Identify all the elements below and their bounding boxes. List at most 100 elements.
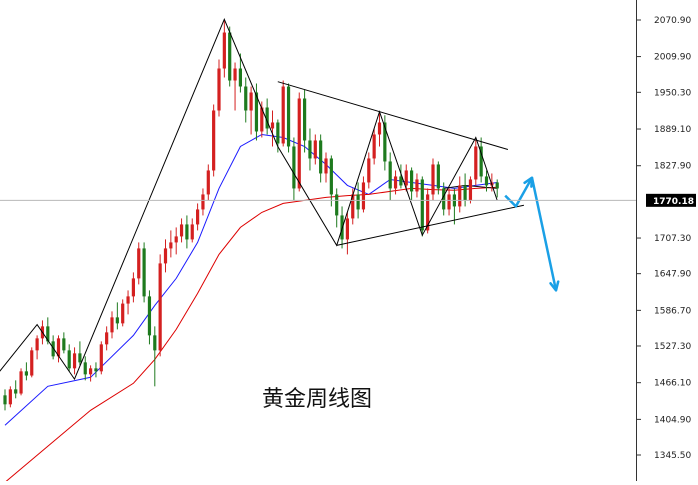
candle [222,20,226,78]
candle [329,155,333,207]
candle-body [78,353,82,363]
candle-body [345,218,349,240]
candle-body [393,176,398,189]
candle-body [297,98,301,189]
candle [463,173,467,207]
candle-body [201,194,205,210]
candle [24,362,28,381]
candle [286,83,291,153]
candle [212,104,216,177]
candle-body [30,350,34,376]
candle [83,356,87,381]
candle [201,188,205,216]
moving-average-line-2 [4,186,498,483]
candle-body [442,188,446,210]
candle-body [228,32,232,81]
forecast-arrow-2 [530,177,558,291]
candle-body [495,182,499,189]
candle-body [174,236,178,243]
candle-body [89,368,93,375]
candle [89,365,93,382]
candle-body [431,164,435,195]
candle [313,134,317,165]
moving-average-line-1 [4,133,498,426]
candle-body [479,146,483,177]
candle-body [212,110,216,171]
candle [254,83,259,141]
candle-body [463,185,467,201]
candle-body [185,224,189,240]
candle [415,173,419,198]
candle [196,203,200,231]
candle [249,86,253,135]
candle [94,362,98,378]
candle-body [286,86,291,147]
price-tick-label: 1950.30 [654,88,691,98]
candle-body [35,338,39,351]
candle-body [126,296,130,304]
candle-body [46,326,50,342]
candle-body [233,68,237,81]
candle [404,164,408,192]
candle [217,59,221,117]
candlestick-layer [3,20,499,411]
candle-body [169,242,173,249]
candle [174,227,178,255]
candle-body [83,362,87,375]
candle-body [8,389,12,405]
annotation-layer [0,18,525,381]
candle [206,164,210,201]
candle-body [62,338,66,351]
candle-body [260,107,264,132]
price-tick-label: 1586.70 [654,306,691,316]
candle [78,341,82,366]
candle-body [222,32,226,69]
chart-title: 黄金周线图 [262,387,372,412]
candle-body [410,170,414,192]
candle [142,242,146,303]
candle [233,62,237,111]
forecast-arrow-1 [504,177,534,208]
candle [292,137,296,201]
candle-body [458,185,462,207]
candle-body [56,338,61,357]
candle [99,341,103,375]
candle [495,179,499,198]
candle [35,335,39,360]
candle-body [217,68,221,111]
candle-body [24,371,28,376]
price-axis-background [636,0,698,481]
candle [105,326,109,351]
candle [147,290,152,345]
price-tick-label: 1466.10 [654,379,691,389]
candle-body [367,158,371,183]
candle [8,386,12,408]
candle [335,188,339,228]
candle [185,215,189,249]
pattern-line-3 [336,204,525,246]
candle-body [474,146,478,180]
candle-body [137,248,141,279]
candle-body [238,68,242,87]
candle-body [3,395,7,405]
candle-body [468,179,473,201]
candle [163,239,168,273]
candle [420,176,424,237]
candle [372,128,376,165]
candle-body [190,224,194,240]
candle [270,110,275,147]
candle [30,347,34,378]
candle-body [105,332,109,345]
candle [228,26,232,87]
candle [62,332,66,354]
candle [121,299,125,327]
candle [319,134,323,183]
price-tick-label: 2070.90 [654,16,691,26]
candle [324,152,328,183]
candle [308,128,312,171]
candle [190,218,194,243]
forecast-layer [504,176,560,292]
candle [474,140,478,186]
